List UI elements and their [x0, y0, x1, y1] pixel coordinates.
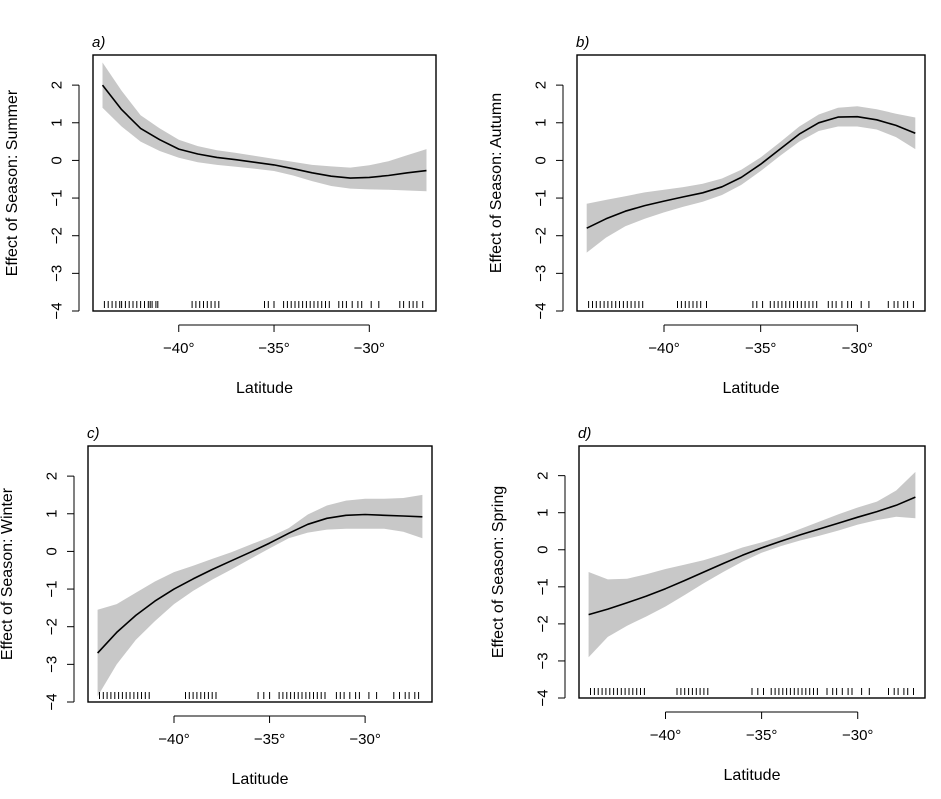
panel-d-spring: d) Effect of Season: Spring Latitude −4 −…	[490, 425, 926, 784]
y-tick-label: −3	[535, 652, 552, 669]
y-tick-label: −2	[44, 618, 61, 635]
panel-label: a)	[92, 34, 105, 51]
y-tick-label: −3	[44, 656, 61, 673]
y-axis-title: Effect of Season: Winter	[0, 487, 16, 660]
x-tick-label: −40°	[163, 340, 194, 357]
x-tick-label: −35°	[746, 727, 777, 744]
x-tick-label: −30°	[354, 340, 385, 357]
y-tick-label: 2	[44, 472, 61, 480]
x-axis-title: Latitude	[232, 771, 289, 788]
fitted-line	[588, 496, 916, 616]
y-tick-label: 2	[49, 81, 66, 89]
panel-b-autumn: b) Effect of Season: Autumn Latitude −4 −…	[488, 34, 926, 397]
y-tick-label: 0	[44, 547, 61, 555]
y-tick-label: −4	[535, 689, 552, 706]
x-tick-label: −40°	[648, 340, 679, 357]
fitted-line	[101, 84, 427, 179]
x-tick-label: −30°	[842, 340, 873, 357]
x-tick-label: −40°	[158, 731, 189, 748]
x-tick-label: −35°	[745, 340, 776, 357]
x-tick-label: −30°	[842, 727, 873, 744]
confidence-band	[586, 106, 916, 253]
y-tick-label: −4	[533, 302, 550, 319]
y-tick-label: −1	[535, 578, 552, 595]
panel-a-summer: a) Effect of Season: Summer Latitude −4 −…	[4, 34, 437, 397]
confidence-band	[97, 494, 423, 697]
plot-frame	[87, 445, 433, 703]
x-tick-label: −35°	[254, 731, 285, 748]
x-tick-label: −40°	[650, 727, 681, 744]
y-axis-title: Effect of Season: Autumn	[488, 93, 505, 273]
y-tick-label: 1	[533, 119, 550, 127]
y-axis-title: Effect of Season: Spring	[490, 486, 507, 658]
panel-c-winter: c) Effect of Season: Winter Latitude −4 −…	[0, 425, 433, 788]
y-tick-label: −1	[44, 581, 61, 598]
x-axis-title: Latitude	[724, 767, 781, 784]
y-tick-label: −2	[533, 227, 550, 244]
y-tick-label: 1	[49, 119, 66, 127]
y-tick-label: 2	[535, 471, 552, 479]
y-tick-label: 0	[533, 156, 550, 164]
fitted-line	[97, 513, 423, 654]
panel-label: c)	[87, 425, 100, 442]
panel-label: d)	[578, 425, 591, 442]
y-tick-label: −1	[533, 190, 550, 207]
y-tick-label: 0	[535, 546, 552, 554]
y-tick-label: −4	[44, 693, 61, 710]
y-tick-label: −3	[49, 265, 66, 282]
y-tick-label: −2	[535, 615, 552, 632]
y-tick-label: 2	[533, 81, 550, 89]
plot-frame	[92, 54, 437, 312]
y-tick-label: −2	[49, 227, 66, 244]
fitted-line	[586, 115, 916, 229]
panel-label: b)	[576, 34, 589, 51]
x-axis-title: Latitude	[236, 380, 293, 397]
x-axis-title: Latitude	[723, 380, 780, 397]
x-tick-label: −35°	[258, 340, 289, 357]
x-tick-label: −30°	[349, 731, 380, 748]
plot-frame	[576, 54, 926, 312]
y-tick-label: −1	[49, 190, 66, 207]
y-tick-label: −4	[49, 302, 66, 319]
y-axis-title: Effect of Season: Summer	[4, 89, 21, 276]
plot-frame	[578, 445, 926, 699]
y-tick-label: 1	[535, 509, 552, 517]
y-tick-label: −3	[533, 265, 550, 282]
confidence-band	[102, 62, 427, 192]
y-tick-label: 0	[49, 156, 66, 164]
y-tick-label: 1	[44, 510, 61, 518]
confidence-band	[588, 471, 916, 658]
